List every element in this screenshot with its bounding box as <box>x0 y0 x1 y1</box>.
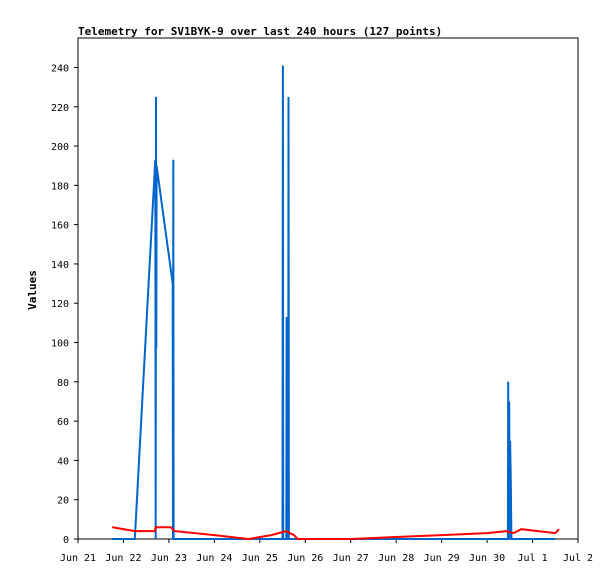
y-tick-label: 0 <box>63 535 69 546</box>
chart-title: Telemetry for SV1BYK-9 over last 240 hou… <box>78 25 442 38</box>
y-axis-ticks: 0 20 40 60 80 100 120 140 160 180 200 220 240 <box>51 63 78 546</box>
y-tick-label: 200 <box>51 142 69 153</box>
x-tick-label: Jun 27 <box>333 553 369 564</box>
x-tick-label: Jul 2 <box>563 553 593 564</box>
x-tick-label: Jun 21 <box>60 553 96 564</box>
x-tick-label: Jun 24 <box>196 553 232 564</box>
y-tick-label: 40 <box>57 456 69 467</box>
y-tick-label: 240 <box>51 63 69 74</box>
y-axis-label: Values <box>26 270 39 310</box>
x-tick-label: Jun 28 <box>378 553 414 564</box>
y-tick-label: 100 <box>51 339 69 350</box>
y-tick-label: 20 <box>57 496 69 507</box>
y-tick-label: 140 <box>51 260 69 271</box>
x-tick-label: Jul 1 <box>517 553 547 564</box>
series-line-1 <box>112 65 556 540</box>
x-tick-label: Jun 23 <box>151 553 187 564</box>
x-tick-label: Jun 26 <box>287 553 323 564</box>
y-tick-label: 80 <box>57 378 69 389</box>
series-layer <box>111 65 560 541</box>
y-tick-label: 60 <box>57 417 69 428</box>
x-tick-label: Jun 22 <box>105 553 141 564</box>
y-tick-label: 180 <box>51 181 69 192</box>
y-tick-label: 120 <box>51 299 69 310</box>
y-tick-label: 160 <box>51 221 69 232</box>
series-line-2 <box>111 526 560 541</box>
x-tick-label: Jun 29 <box>424 553 460 564</box>
x-tick-label: Jun 25 <box>242 553 278 564</box>
y-tick-label: 220 <box>51 103 69 114</box>
x-tick-label: Jun 30 <box>469 553 505 564</box>
